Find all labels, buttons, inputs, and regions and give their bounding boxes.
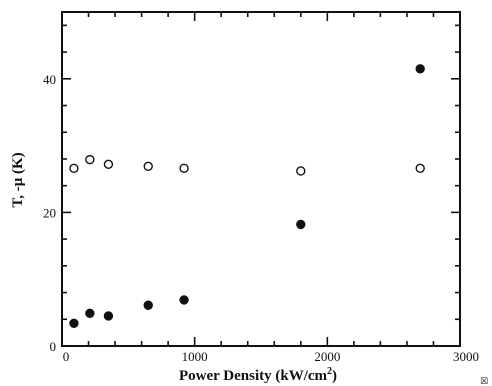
y-tick-label: 0: [50, 339, 57, 354]
data-point-filled: [69, 318, 79, 328]
tick-labels: 0 1000 2000 3000 0 20 40: [43, 72, 479, 364]
data-point-filled: [179, 295, 189, 305]
x-axis-title-main: Power Density (kW/cm: [179, 368, 328, 384]
data-point-open: [103, 159, 114, 170]
data-point-filled: [103, 311, 114, 321]
data-point-open: [415, 163, 425, 174]
data-point-filled: [415, 64, 425, 74]
data-point-filled: [296, 219, 306, 230]
x-axis-title-close: ): [332, 368, 337, 384]
x-tick-label: 3000: [453, 349, 479, 364]
plot-frame: [61, 11, 461, 347]
x-tick-label: 1000: [182, 349, 208, 364]
data-point-open: [296, 166, 306, 176]
data-markers: [69, 64, 425, 328]
data-point-open: [143, 161, 153, 172]
data-point-filled: [143, 300, 153, 310]
data-point-open: [179, 163, 189, 174]
data-point-open: [69, 163, 79, 174]
x-axis-title-superscript: 2: [327, 366, 332, 377]
data-point-open: [85, 154, 95, 165]
y-tick-label: 20: [43, 205, 56, 220]
axis-ticks: [61, 12, 461, 347]
corner-mark: ☒: [480, 377, 488, 386]
x-tick-label: 0: [63, 349, 70, 364]
x-tick-label: 2000: [314, 349, 340, 364]
y-tick-label: 40: [43, 72, 56, 87]
data-point-filled: [85, 308, 95, 318]
y-axis-title: T, -μ (K): [10, 152, 26, 207]
x-axis-title: Power Density (kW/cm2): [179, 366, 337, 384]
